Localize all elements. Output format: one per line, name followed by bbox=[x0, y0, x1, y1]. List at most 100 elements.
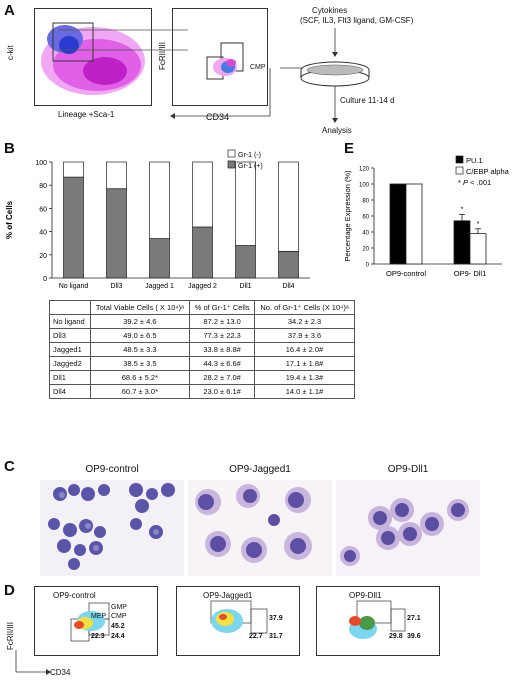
y-tick-label: 20 bbox=[39, 253, 47, 260]
panel-d-letter: D bbox=[4, 582, 15, 599]
bar-segment bbox=[235, 245, 256, 279]
y-tick-label: 40 bbox=[362, 231, 369, 237]
flow-plot-d-control: OP9-control GMP MEP CMP 45.2 22.3 24.4 bbox=[34, 586, 158, 656]
photo-title-control: OP9-control bbox=[85, 464, 139, 475]
y-tick-label: 100 bbox=[35, 160, 47, 167]
mep-label: MEP bbox=[91, 613, 107, 620]
gmp-value: 37.9 bbox=[269, 615, 283, 622]
analysis-label: Analysis bbox=[322, 126, 352, 135]
d-density-control bbox=[70, 602, 110, 642]
y-tick-label: 40 bbox=[39, 230, 47, 237]
y-axis-label: Percentage Expression (%) bbox=[343, 170, 352, 262]
cmp-value: 31.7 bbox=[269, 633, 283, 640]
d-density-dll1 bbox=[349, 600, 406, 639]
table-cell: 37.9 ± 3.6 bbox=[254, 328, 355, 343]
cells-jagged1 bbox=[195, 484, 312, 563]
legend-pvalue-note: * P < .001 bbox=[458, 178, 491, 187]
cmp-value: 24.4 bbox=[111, 633, 125, 640]
cytokines-list: (SCF, IL3, Flt3 ligand, GM-CSF) bbox=[300, 16, 414, 25]
culture-label: Culture 11-14 d bbox=[340, 96, 395, 105]
legend-label: Gr-1 (+) bbox=[238, 163, 263, 170]
bar-segment bbox=[106, 188, 127, 279]
micrograph-op9-control bbox=[40, 480, 184, 576]
bar-segment bbox=[63, 161, 84, 178]
panel-a-letter: A bbox=[4, 2, 15, 19]
a-plot2-xlabel: CD34 bbox=[206, 112, 230, 122]
cytokines-title: Cytokines bbox=[312, 6, 348, 15]
bar-segment bbox=[192, 161, 213, 228]
cells-control bbox=[48, 483, 175, 570]
table-cell: 49.0 ± 6.5 bbox=[89, 328, 191, 343]
gr1-stacked-bar-chart: 0 20 40 60 80 100 % of Cells No ligand Dll3 Jagge… bbox=[5, 149, 310, 290]
table-header bbox=[49, 300, 91, 315]
legend-swatch bbox=[227, 149, 236, 158]
table-cell: Jagged2 bbox=[49, 356, 91, 371]
table-header: Total Viable Cells ( X 10⁴)ᵃ bbox=[89, 300, 191, 315]
y-tick-label: 0 bbox=[366, 263, 370, 269]
table-row: Jagged1 48.5 ± 3.3 33.8 ± 8.8# 16.4 ± 2.0# bbox=[49, 342, 355, 357]
bar-segment bbox=[278, 161, 299, 252]
y-tick-label: 60 bbox=[362, 215, 369, 221]
legend-label: C/EBP alpha bbox=[466, 167, 510, 176]
table-cell: 33.8 ± 8.8# bbox=[189, 342, 255, 357]
significance-star: * bbox=[477, 221, 480, 228]
bar bbox=[405, 183, 423, 265]
table-cell: Jagged1 bbox=[49, 342, 91, 357]
cmp-value: 39.6 bbox=[407, 633, 421, 640]
mep-value: 22.7 bbox=[249, 633, 263, 640]
bar-segment bbox=[149, 238, 170, 279]
table-cell: Dll1 bbox=[49, 370, 91, 385]
y-axis-label: % of Cells bbox=[5, 200, 14, 239]
panel-a-arrows bbox=[58, 28, 370, 123]
expression-bar-chart: 0 20 40 60 80 100 120 Percentage Expression (%)… bbox=[343, 155, 510, 278]
y-tick-label: 120 bbox=[359, 167, 370, 173]
table-row: Dll1 68.6 ± 5.2* 28.2 ± 7.0# 19.4 ± 1.3# bbox=[49, 370, 355, 385]
legend-label: PU.1 bbox=[466, 156, 483, 165]
bar bbox=[469, 233, 487, 265]
d-axis-arrows bbox=[15, 650, 51, 675]
x-tick-label: Jagged 2 bbox=[188, 283, 217, 290]
cell-count-table: Total Viable Cells ( X 10⁴)ᵃ % of Gr-1⁺ … bbox=[49, 300, 355, 399]
legend-swatch bbox=[455, 155, 464, 164]
bar-segment bbox=[63, 176, 84, 279]
d-plot-title: OP9-Dll1 bbox=[349, 591, 382, 600]
flow-density-2 bbox=[206, 42, 244, 80]
significance-star: * bbox=[461, 206, 464, 213]
bar-segment bbox=[278, 250, 299, 279]
micrograph-op9-jagged1 bbox=[188, 480, 332, 576]
y-tick-label: 60 bbox=[39, 206, 47, 213]
d-plot-title: OP9-Jagged1 bbox=[203, 591, 253, 600]
y-tick-label: 100 bbox=[359, 183, 370, 189]
table-row: Dll3 49.0 ± 6.5 77.3 ± 22.3 37.9 ± 3.6 bbox=[49, 328, 355, 343]
legend-label: Gr-1 (-) bbox=[238, 152, 261, 159]
gmp-value: 27.1 bbox=[407, 615, 421, 622]
x-tick-label: Dll4 bbox=[282, 283, 294, 290]
x-tick-label: Jagged 1 bbox=[145, 283, 174, 290]
table-row: Jagged2 38.5 ± 3.5 44.3 ± 6.6# 17.1 ± 1.8# bbox=[49, 356, 355, 371]
table-cell: 19.4 ± 1.3# bbox=[254, 370, 355, 385]
flow-plot-d-dll1: OP9-Dll1 27.1 29.8 39.6 bbox=[316, 586, 440, 656]
x-tick-label: OP9-control bbox=[386, 269, 426, 278]
table-cell: 23.0 ± 6.1# bbox=[189, 384, 255, 399]
table-row: Dll4 60.7 ± 3.0* 23.0 ± 6.1# 14.0 ± 1.1# bbox=[49, 384, 355, 399]
flow-density-1 bbox=[41, 22, 145, 95]
table-cell: 38.5 ± 3.5 bbox=[89, 356, 191, 371]
a-plot1-xlabel: Lineage +Sca-1 bbox=[58, 110, 115, 119]
x-tick-label: Dll3 bbox=[110, 283, 122, 290]
bar-segment bbox=[149, 161, 170, 239]
legend-swatch bbox=[227, 160, 236, 169]
table-cell: 48.5 ± 3.3 bbox=[89, 342, 191, 357]
legend-swatch bbox=[455, 166, 464, 175]
x-tick-label: No ligand bbox=[59, 283, 89, 290]
x-tick-label: OP9- Dll1 bbox=[454, 269, 487, 278]
panel-b-letter: B bbox=[4, 140, 15, 157]
gmp-label: GMP bbox=[111, 604, 127, 611]
table-cell: 87.2 ± 13.0 bbox=[189, 314, 255, 329]
table-cell: No ligand bbox=[49, 314, 91, 329]
cmp-label: CMP bbox=[111, 613, 127, 620]
panel-c-letter: C bbox=[4, 458, 15, 475]
bar bbox=[453, 220, 471, 265]
flow-plot-d-jagged1: OP9-Jagged1 37.9 22.7 31.7 bbox=[176, 586, 300, 656]
x-tick-label: Dll1 bbox=[239, 283, 251, 290]
table-cell: 17.1 ± 1.8# bbox=[254, 356, 355, 371]
